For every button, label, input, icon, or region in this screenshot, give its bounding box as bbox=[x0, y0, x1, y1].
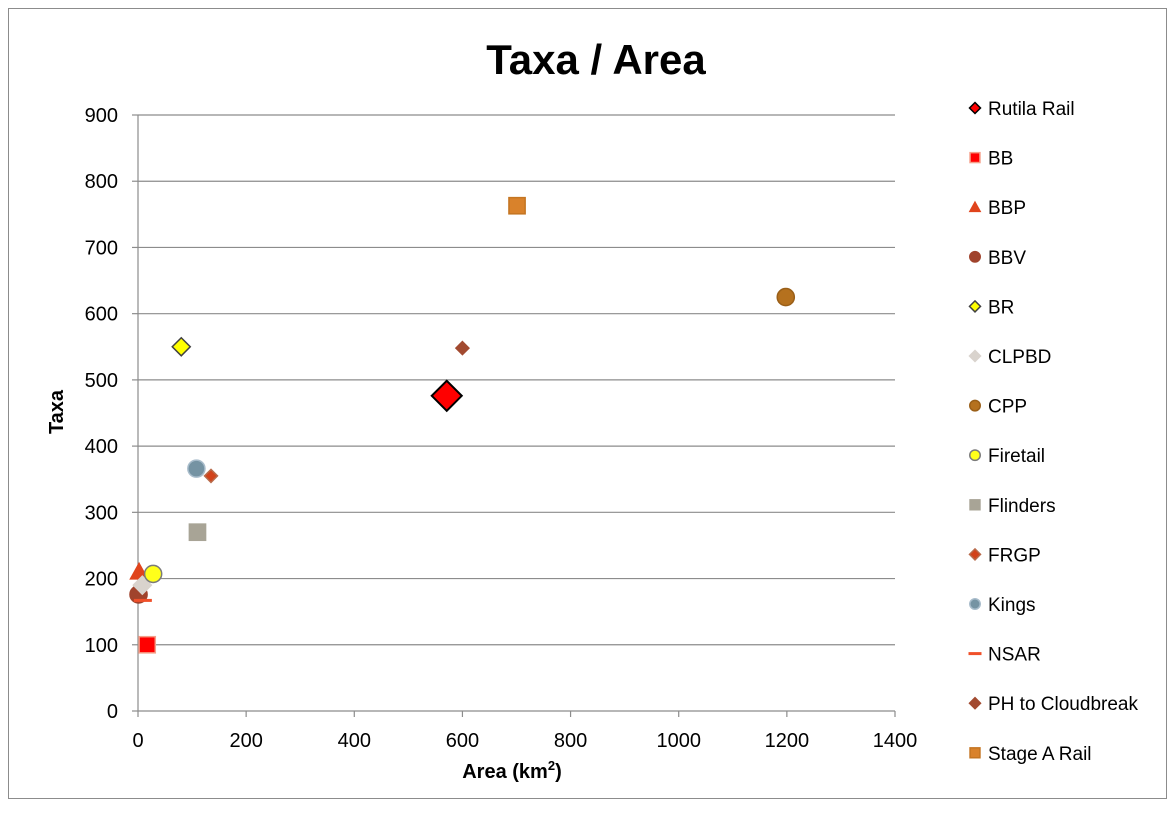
data-point bbox=[187, 459, 206, 478]
x-tick-label: 1400 bbox=[873, 730, 918, 752]
legend-marker bbox=[969, 449, 981, 462]
x-axis-label: Area (km2) bbox=[462, 758, 562, 783]
legend-label: Kings bbox=[988, 595, 1036, 616]
x-axis-label-end: ) bbox=[555, 761, 562, 783]
data-point bbox=[454, 340, 470, 356]
x-axis-label-superscript: 2 bbox=[548, 758, 555, 773]
legend-label: BB bbox=[988, 149, 1013, 170]
legend-marker bbox=[968, 299, 982, 313]
legend-item: PH to Cloudbreak bbox=[968, 694, 1138, 715]
legend-marker bbox=[969, 250, 981, 263]
y-tick-label: 800 bbox=[85, 171, 118, 193]
y-tick-label: 100 bbox=[85, 635, 118, 657]
legend-item: Stage A Rail bbox=[969, 744, 1092, 765]
legend-label: BR bbox=[988, 297, 1014, 318]
x-tick-label: 800 bbox=[554, 730, 587, 752]
x-tick-label: 600 bbox=[446, 730, 479, 752]
legend-item: CPP bbox=[969, 397, 1027, 418]
chart-title: Taxa / Area bbox=[486, 36, 706, 83]
y-tick-label: 500 bbox=[85, 370, 118, 392]
y-tick-label: 400 bbox=[85, 436, 118, 458]
y-tick-label: 300 bbox=[85, 502, 118, 524]
legend-marker bbox=[969, 499, 981, 511]
legend-label: BBV bbox=[988, 248, 1026, 269]
y-tick-label: 0 bbox=[107, 701, 118, 723]
data-point bbox=[138, 635, 157, 654]
legend-item: BB bbox=[969, 149, 1013, 170]
data-point bbox=[508, 196, 526, 215]
legend-item: Firetail bbox=[969, 446, 1045, 467]
legend-marker bbox=[968, 101, 982, 115]
y-tick-label: 600 bbox=[85, 304, 118, 326]
legend-marker bbox=[968, 349, 982, 363]
legend-label: FRGP bbox=[988, 545, 1041, 566]
legend-label: BBP bbox=[988, 198, 1026, 219]
x-tick-label: 200 bbox=[229, 730, 262, 752]
legend-label: Stage A Rail bbox=[988, 744, 1092, 765]
y-tick-label: 900 bbox=[85, 105, 118, 127]
y-tick-label: 200 bbox=[85, 569, 118, 591]
legend-marker bbox=[968, 696, 982, 710]
x-axis-label-main: Area (km bbox=[462, 761, 548, 783]
x-tick-label: 0 bbox=[132, 730, 143, 752]
x-tick-label: 1000 bbox=[656, 730, 701, 752]
data-point bbox=[171, 336, 192, 357]
x-tick-label: 1200 bbox=[765, 730, 810, 752]
legend-label: Firetail bbox=[988, 446, 1045, 467]
legend-marker bbox=[968, 200, 982, 213]
legend-item: CLPBD bbox=[968, 347, 1051, 368]
data-point bbox=[133, 598, 152, 602]
legend-marker bbox=[969, 598, 981, 610]
data-point bbox=[203, 468, 219, 484]
legend-label: NSAR bbox=[988, 645, 1041, 666]
legend-item: Rutila Rail bbox=[968, 99, 1075, 120]
legend-item: BBV bbox=[969, 248, 1026, 269]
gridlines bbox=[138, 114, 895, 646]
legend-label: Rutila Rail bbox=[988, 99, 1075, 120]
legend-label: CPP bbox=[988, 397, 1027, 418]
legend-marker bbox=[969, 747, 981, 759]
legend-marker bbox=[968, 652, 982, 656]
x-tick-labels: 0 200 400 600 800 1000 1200 1400 bbox=[132, 730, 917, 752]
legend-label: PH to Cloudbreak bbox=[988, 694, 1138, 715]
legend-item: Kings bbox=[969, 595, 1036, 616]
y-tick-label: 700 bbox=[85, 237, 118, 259]
data-point bbox=[188, 523, 207, 542]
data-points bbox=[129, 196, 796, 654]
legend-label: CLPBD bbox=[988, 347, 1051, 368]
legend-marker bbox=[969, 151, 981, 164]
data-point bbox=[776, 287, 796, 307]
data-point bbox=[430, 379, 464, 413]
x-tick-label: 400 bbox=[338, 730, 371, 752]
legend-item: BR bbox=[968, 297, 1014, 318]
legend-item: Flinders bbox=[969, 496, 1056, 517]
legend-marker bbox=[968, 547, 982, 561]
legend-marker bbox=[969, 399, 981, 412]
legend-item: BBP bbox=[968, 198, 1026, 219]
data-point bbox=[143, 564, 163, 584]
y-tick-labels: 0 100 200 300 400 500 600 700 800 900 bbox=[85, 105, 118, 723]
y-axis-label: Taxa bbox=[46, 389, 68, 434]
legend-item: FRGP bbox=[968, 545, 1041, 566]
legend-label: Flinders bbox=[988, 496, 1056, 517]
legend: Rutila Rail BB BBP BBV BR CLPBD CPP Firetail Fli… bbox=[968, 99, 1138, 765]
legend-item: NSAR bbox=[968, 645, 1041, 666]
